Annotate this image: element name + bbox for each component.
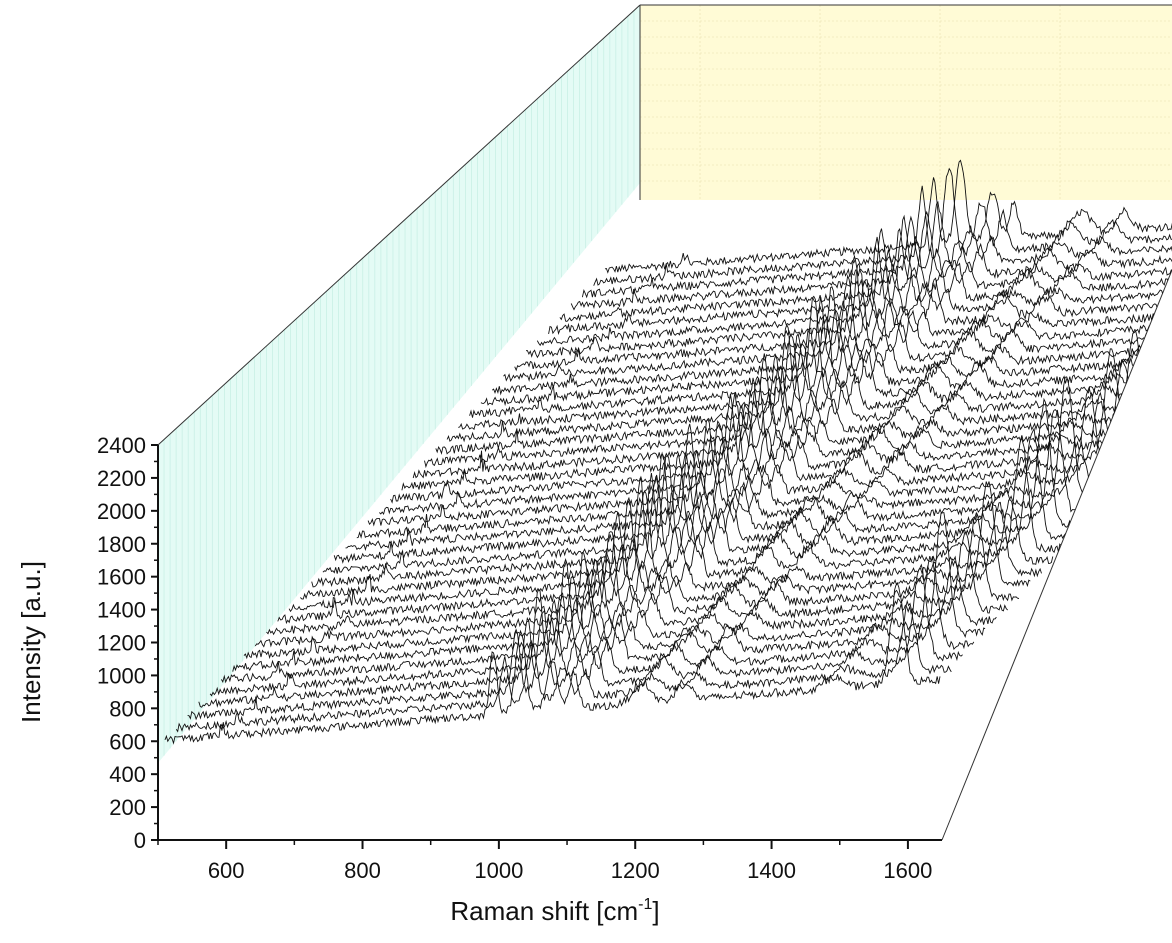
spectrum-line: [356, 385, 1133, 539]
y-tick-label: 600: [109, 729, 146, 754]
y-axis: 0 200 400 600 800 1000 1200 1400 1600 1800 2000 220…: [97, 433, 159, 853]
y-tick-label: 200: [109, 795, 146, 820]
y-tick-label: 1200: [97, 631, 146, 656]
y-axis-title: Intensity [a.u.]: [16, 561, 46, 723]
spectrum-line: [333, 376, 1110, 564]
spectrum-line: [458, 248, 1172, 431]
spectrum-line: [367, 391, 1144, 527]
spectrum-line: [232, 530, 1009, 672]
spectra-series: [164, 109, 1172, 745]
x-tick-label: 1200: [611, 858, 660, 883]
spectrum-line: [491, 225, 1172, 396]
spectrum-line: [401, 330, 1172, 491]
x-tick-label: 800: [344, 858, 381, 883]
spectrum-line: [536, 225, 1172, 347]
spectrum-line: [548, 172, 1172, 335]
x-tick-label: 1400: [747, 858, 796, 883]
back-wall: [640, 5, 1172, 200]
spectrum-line: [581, 160, 1172, 299]
spectrum-line: [288, 435, 1065, 613]
back-wall-grid: [640, 5, 1172, 200]
spectrum-line: [187, 563, 963, 721]
x-tick-label: 1000: [474, 858, 523, 883]
spectrum-line: [435, 286, 1172, 455]
y-tick-label: 2000: [97, 499, 146, 524]
side-wall-grid: [163, 10, 635, 756]
spectrum-line: [221, 555, 997, 684]
y-tick-label: 1000: [97, 663, 146, 688]
spectrum-line: [604, 109, 1172, 274]
y-tick-label: 2200: [97, 466, 146, 491]
spectrum-line: [480, 265, 1172, 407]
spectrum-line: [198, 555, 975, 708]
y-tick-label: 1800: [97, 532, 146, 557]
spectrum-line: [311, 397, 1088, 588]
spectrum-line: [424, 321, 1172, 469]
spectrum-line: [175, 599, 952, 733]
spectrum-line: [164, 581, 941, 745]
spectrum-line: [570, 168, 1172, 311]
y-tick-label: 2400: [97, 433, 146, 458]
spectrum-line: [300, 427, 1076, 600]
x-tick-label: 1600: [883, 858, 932, 883]
spectrum-line: [593, 117, 1172, 286]
x-tick-label: 600: [208, 858, 245, 883]
y-tick-label: 1400: [97, 598, 146, 623]
spectrum-line: [559, 195, 1172, 322]
spectrum-line: [322, 409, 1099, 574]
spectrum-line: [446, 295, 1172, 443]
y-tick-label: 400: [109, 762, 146, 787]
spectrum-line: [390, 358, 1167, 504]
x-axis-title: Raman shift [cm-1]: [450, 896, 659, 926]
spectrum-line: [277, 499, 1054, 625]
spectrum-line: [209, 512, 986, 697]
y-tick-label: 800: [109, 696, 146, 721]
x-axis: 600 800 1000 1200 1400 1600: [157, 839, 942, 883]
spectrum-line: [266, 501, 1042, 636]
spectrum-line: [254, 481, 1031, 648]
y-tick-label: 0: [134, 828, 146, 853]
y-tick-label: 1600: [97, 565, 146, 590]
spectrum-line: [243, 511, 1020, 660]
